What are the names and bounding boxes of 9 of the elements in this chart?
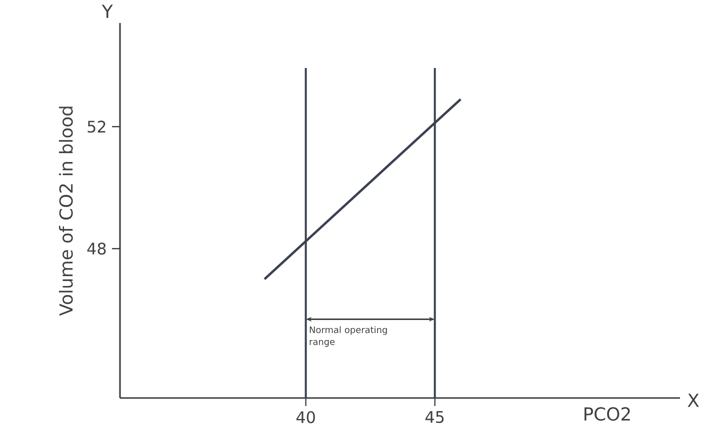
y-tick-label: 48 bbox=[87, 242, 106, 255]
x-tick-label: 40 bbox=[296, 411, 315, 424]
y-axis-title: Volume of CO2 in blood bbox=[58, 106, 73, 316]
x-tick-label: 45 bbox=[425, 411, 444, 424]
annotation: Normal operating range bbox=[310, 326, 387, 347]
text: Y bbox=[102, 4, 113, 18]
x-axis-title: PCO2 bbox=[584, 407, 630, 421]
y-tick-label: 52 bbox=[88, 120, 106, 133]
text: X bbox=[688, 394, 699, 407]
